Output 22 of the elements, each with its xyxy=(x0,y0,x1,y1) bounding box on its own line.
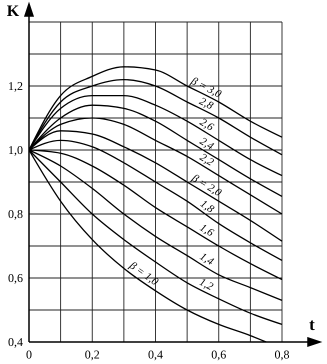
y-tick-label: 1,2 xyxy=(8,78,23,93)
text: β = 2,0 xyxy=(188,172,224,200)
text: 1,6 xyxy=(198,222,216,240)
x-axis-title: t xyxy=(309,315,316,334)
text: β = 1,0 xyxy=(126,259,161,288)
x-tick-label: 0,8 xyxy=(274,348,290,362)
x-tick-label: 0 xyxy=(26,348,32,362)
y-tick-label: 0,4 xyxy=(8,334,23,349)
text: 2,6 xyxy=(198,116,216,134)
x-tick-label: 0,2 xyxy=(84,348,100,362)
text: 1,2 xyxy=(197,276,216,294)
text: 2,2 xyxy=(198,151,216,169)
x-tick-label: 0,4 xyxy=(148,348,163,362)
text: 1,4 xyxy=(198,250,216,268)
y-tick-label: 1,0 xyxy=(8,142,23,157)
y-tick-label: 0,6 xyxy=(8,270,23,285)
text: 2,8 xyxy=(197,95,216,112)
y-tick-label: 0,8 xyxy=(8,206,23,221)
x-tick-label: 0,6 xyxy=(211,348,226,362)
y-axis-title: K xyxy=(6,3,20,20)
text: 1,8 xyxy=(198,198,216,216)
text: 2,4 xyxy=(198,135,216,153)
